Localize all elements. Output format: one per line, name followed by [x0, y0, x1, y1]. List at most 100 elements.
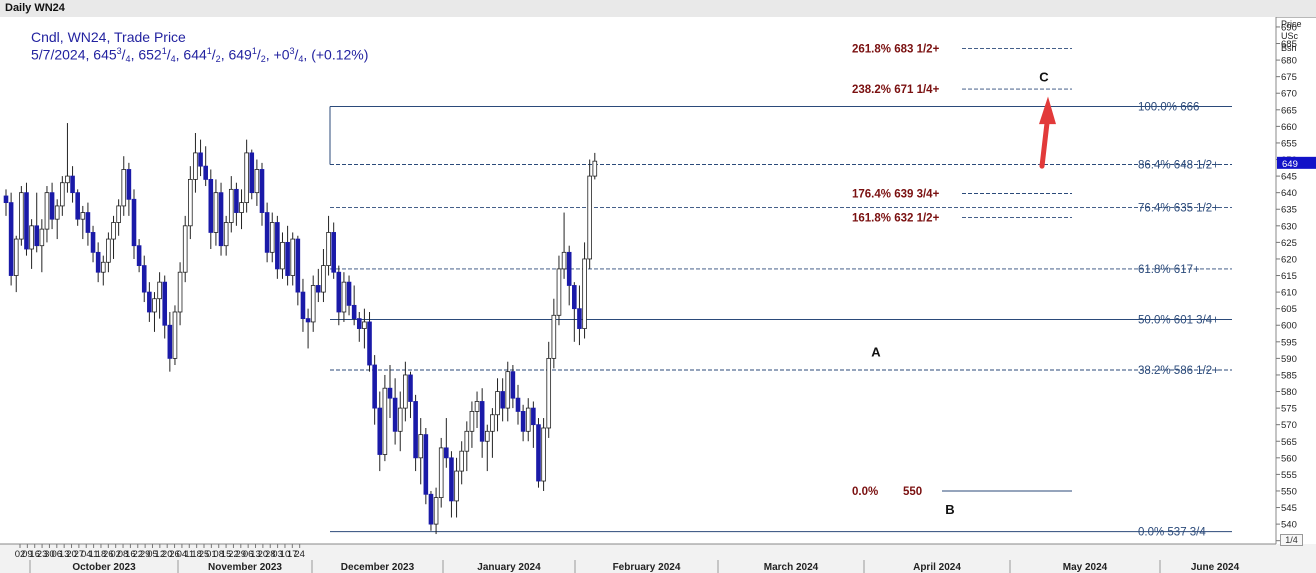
candle-body [536, 424, 541, 482]
x-tick-label: 18 [96, 549, 107, 560]
x-tick-label: 29 [140, 549, 151, 560]
fib-retracement-label: 100.0% 666 [1138, 101, 1199, 113]
candle-body [520, 411, 526, 432]
candle-body [85, 212, 91, 233]
x-tick-label: 02 [110, 549, 121, 560]
candle-body [367, 321, 372, 366]
last-price-label: 649 [1282, 159, 1298, 170]
candle-body [351, 304, 357, 320]
y-tick-label: 585 [1281, 370, 1297, 381]
candle-body [362, 321, 367, 329]
page-indicator[interactable]: 1/4 [1280, 534, 1303, 546]
candle-body [100, 261, 106, 273]
candle-body [39, 228, 45, 247]
candle-body [182, 225, 188, 273]
candle-body [275, 222, 280, 270]
month-label: December 2023 [341, 562, 415, 573]
month-label: March 2024 [764, 562, 819, 573]
legend-change: +0 [273, 46, 290, 63]
x-tick-label: 29 [236, 549, 247, 560]
y-tick-label: 655 [1281, 138, 1297, 149]
last-price-badge [1277, 156, 1316, 169]
candle-body [551, 314, 557, 359]
candle-body [3, 195, 9, 204]
candle-body [449, 457, 454, 502]
wave-label: A [871, 344, 881, 359]
legend-open-frac: 3 [116, 46, 122, 56]
fib-retracement-label: 86.4% 648 1/2+ [1138, 159, 1219, 171]
candle-body [141, 265, 147, 293]
x-tick-label: 26 [103, 549, 114, 560]
y-tick-label: 615 [1281, 271, 1297, 282]
legend-date: 5/7/2024 [31, 46, 86, 63]
candle-body [454, 470, 459, 502]
candle-body [305, 318, 311, 323]
candle-body [203, 165, 208, 180]
candle-body [403, 374, 408, 409]
candle-body [418, 434, 424, 459]
candle-body [382, 387, 388, 455]
candle-body [223, 222, 229, 247]
candle-body [566, 251, 572, 286]
candle-body [280, 241, 285, 270]
legend-open: 645 [93, 46, 117, 63]
candle-body [147, 291, 152, 313]
legend-close-frac: 1 [251, 46, 257, 56]
y-tick-label: 580 [1281, 387, 1297, 398]
candle-body [331, 232, 336, 273]
fib-extension-label: 161.8% 632 1/2+ [852, 213, 940, 225]
y-tick-label: 595 [1281, 337, 1297, 348]
fib-retracement-label: 76.4% 635 1/2+ [1138, 203, 1219, 215]
x-tick-label: 06 [52, 549, 63, 560]
legend-low-frac: 1 [206, 46, 212, 56]
candle-body [106, 238, 111, 263]
legend-line-1: Cndl, WN24, Trade Price [31, 29, 186, 45]
wave-label: B [945, 502, 954, 517]
candle-body [254, 169, 260, 194]
candle-body [336, 271, 342, 313]
y-tick-label: 640 [1281, 188, 1297, 199]
legend-pct: (+0.12%) [311, 46, 369, 63]
x-tick-label: 20 [162, 549, 173, 560]
window-title: Daily WN24 [5, 2, 65, 14]
x-tick-label: 08 [213, 549, 224, 560]
candle-body [34, 225, 40, 247]
x-tick-label: 10 [280, 549, 291, 560]
candle-body [65, 175, 70, 184]
candle-body [510, 371, 516, 399]
candle-body [582, 258, 587, 329]
candle-body [413, 401, 418, 459]
candle-body [587, 175, 592, 260]
candle-body [469, 411, 475, 432]
x-tick-label: 18 [191, 549, 202, 560]
candle-body [19, 192, 24, 240]
candle-body [131, 198, 137, 247]
candle-body [321, 265, 326, 293]
y-tick-label: 610 [1281, 288, 1297, 299]
candle-body [259, 169, 265, 213]
candle-body [239, 202, 244, 213]
candle-body [157, 281, 162, 300]
x-tick-label: 01 [206, 549, 217, 560]
x-tick-label: 20 [258, 549, 269, 560]
x-tick-label: 02 [15, 549, 26, 560]
fib-extension-zero-label: 0.0% [852, 486, 878, 498]
y-tick-label: 670 [1281, 89, 1297, 100]
y-tick-label: 630 [1281, 221, 1297, 232]
candle-body [234, 188, 239, 213]
candle-body [44, 192, 50, 230]
candle-body [310, 285, 316, 323]
y-tick-label: 605 [1281, 304, 1297, 315]
y-tick-label: 590 [1281, 354, 1297, 365]
fib-retracement-label: 0.0% 537 3/4 [1138, 527, 1206, 539]
x-tick-label: 26 [169, 549, 180, 560]
x-tick-label: 09 [22, 549, 33, 560]
candle-body [29, 225, 34, 250]
fib-retracement-label: 38.2% 586 1/2+ [1138, 365, 1219, 377]
legend-open-den: 4 [125, 53, 131, 64]
x-tick-label: 11 [89, 549, 99, 560]
candle-body [433, 497, 439, 525]
candle-body [249, 152, 255, 194]
